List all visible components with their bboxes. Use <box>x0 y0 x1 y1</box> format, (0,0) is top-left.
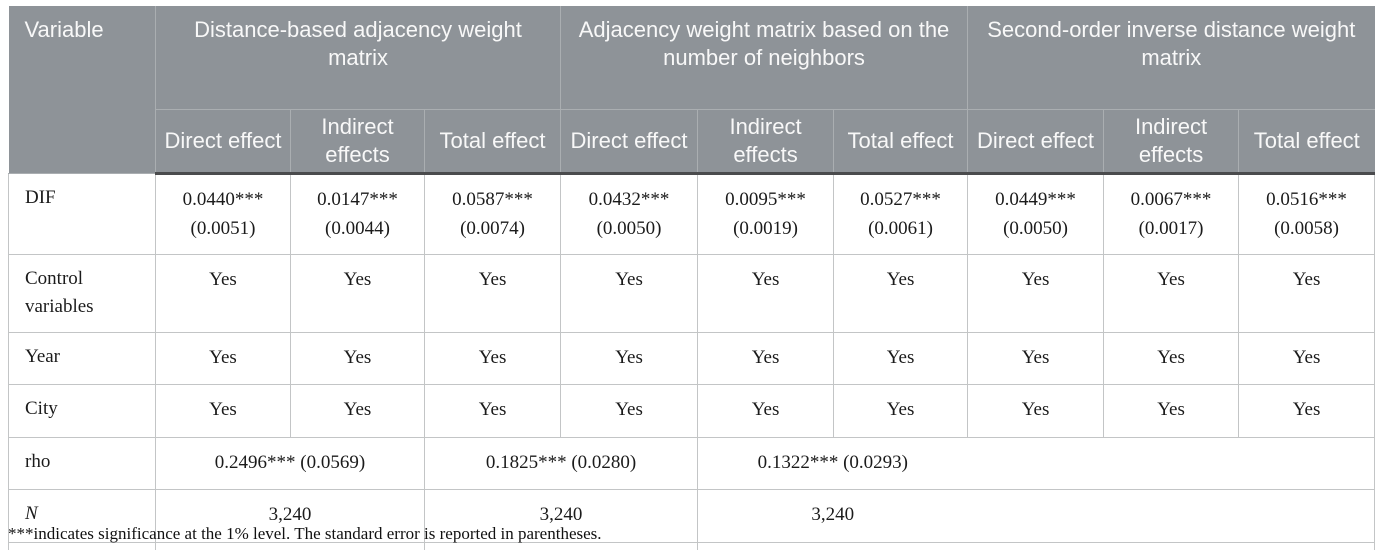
se-value: (0.0044) <box>325 218 390 239</box>
rho-cell-2: 0.1825*** (0.0280) <box>423 437 699 490</box>
dif-cell-7: 0.0449*** (0.0050) <box>967 173 1105 255</box>
r2-cell-3: 0.9083 <box>697 542 968 550</box>
city-cell-5: Yes <box>697 384 835 438</box>
empty-cell <box>967 542 1376 550</box>
row-label-control-variables: Control variables <box>8 254 156 333</box>
row-label-n: N <box>8 489 156 543</box>
row-label-dif: DIF <box>8 173 156 255</box>
table-footnote: ***indicates significance at the 1% leve… <box>8 524 602 544</box>
significance-stars: *** <box>8 524 34 543</box>
dif-cell-6: 0.0527*** (0.0061) <box>833 173 969 255</box>
subheader-indirect-effects-1: Indirect effects <box>290 109 425 175</box>
city-cell-6: Yes <box>833 384 969 438</box>
year-cell-1: Yes <box>155 332 291 385</box>
header-group-row: Variable Distance-based adjacency weight… <box>8 6 1375 174</box>
dif-cell-8: 0.0067*** (0.0017) <box>1103 173 1240 255</box>
city-cell-2: Yes <box>290 384 425 438</box>
footnote-text: indicates significance at the 1% level. … <box>33 524 602 543</box>
control-cell-8: Yes <box>1103 254 1240 333</box>
dif-cell-2: 0.0147*** (0.0044) <box>290 173 425 255</box>
header-effect-row: Direct effect Indirect effects Total eff… <box>9 109 1375 175</box>
n-cell-2: 3,240 <box>423 489 699 543</box>
control-cell-3: Yes <box>423 254 562 333</box>
row-label-year: Year <box>8 332 156 385</box>
coef-value: 0.0440*** <box>182 189 264 210</box>
se-value: (0.0019) <box>733 218 798 239</box>
subheader-indirect-effects-2: Indirect effects <box>697 109 835 175</box>
se-value: (0.0074) <box>460 218 525 239</box>
dif-cell-5: 0.0095*** (0.0019) <box>697 173 835 255</box>
city-cell-7: Yes <box>967 384 1105 438</box>
control-cell-7: Yes <box>967 254 1105 333</box>
subheader-total-effect-2: Total effect <box>833 109 969 175</box>
city-cell-4: Yes <box>560 384 699 438</box>
variable-column-header: Variable <box>8 6 156 174</box>
table-body: DIF 0.0440*** (0.0051) 0.0147*** (0.0044) … <box>8 173 1376 550</box>
year-cell-3: Yes <box>423 332 562 385</box>
dif-cell-4: 0.0432*** (0.0050) <box>560 173 699 255</box>
table-row-dif: DIF 0.0440*** (0.0051) 0.0147*** (0.0044) … <box>8 173 1376 255</box>
dif-cell-1: 0.0440*** (0.0051) <box>155 173 291 255</box>
subheader-direct-effect-1: Direct effect <box>155 109 291 175</box>
rho-cell-1: 0.2496*** (0.0569) <box>155 437 425 490</box>
row-label-rho: rho <box>8 437 156 490</box>
city-cell-8: Yes <box>1103 384 1240 438</box>
city-cell-3: Yes <box>423 384 562 438</box>
control-cell-9: Yes <box>1238 254 1376 333</box>
coef-value: 0.0095*** <box>725 189 806 210</box>
rho-cell-3: 0.1322*** (0.0293) <box>697 437 968 490</box>
empty-cell <box>967 437 1376 490</box>
control-cell-5: Yes <box>697 254 835 333</box>
coef-value: 0.0067*** <box>1130 189 1212 210</box>
city-cell-9: Yes <box>1238 384 1376 438</box>
table-row-n: N 3,240 3,240 3,240 <box>8 489 1376 543</box>
subheader-total-effect-1: Total effect <box>423 109 562 175</box>
control-cell-4: Yes <box>560 254 699 333</box>
se-value: (0.0050) <box>1003 218 1068 239</box>
city-cell-1: Yes <box>155 384 291 438</box>
subheader-indirect-effects-3: Indirect effects <box>1103 109 1240 175</box>
empty-cell <box>967 489 1376 543</box>
year-cell-9: Yes <box>1238 332 1376 385</box>
dif-cell-3: 0.0587*** (0.0074) <box>423 173 562 255</box>
se-value: (0.0051) <box>190 218 256 239</box>
coef-value: 0.0147*** <box>317 189 398 210</box>
year-cell-4: Yes <box>560 332 699 385</box>
coef-value: 0.0527*** <box>860 189 941 210</box>
year-cell-6: Yes <box>833 332 969 385</box>
regression-results-table: Variable Distance-based adjacency weight… <box>8 6 1376 550</box>
group-header-distance-based: Distance-based adjacency weight matrix <box>155 6 562 110</box>
row-label-city: City <box>8 384 156 438</box>
r2-cell-2: 0.9037 <box>423 542 699 550</box>
table-row-year: Year Yes Yes Yes Yes Yes Yes Yes Yes Yes <box>8 332 1376 385</box>
dif-cell-9: 0.0516*** (0.0058) <box>1238 173 1376 255</box>
coef-value: 0.0587*** <box>452 189 533 210</box>
coef-value: 0.0432*** <box>588 189 670 210</box>
coef-value: 0.0516*** <box>1266 189 1347 210</box>
group-header-second-order: Second-order inverse distance weight mat… <box>967 6 1375 110</box>
n-cell-3: 3,240 <box>697 489 968 543</box>
coef-value: 0.0449*** <box>995 189 1076 210</box>
se-value: (0.0017) <box>1138 218 1204 239</box>
control-cell-6: Yes <box>833 254 969 333</box>
year-cell-5: Yes <box>697 332 835 385</box>
table-row-control-variables: Control variables Yes Yes Yes Yes Yes Ye… <box>8 254 1376 333</box>
se-value: (0.0058) <box>1274 218 1339 239</box>
year-cell-2: Yes <box>290 332 425 385</box>
control-cell-1: Yes <box>155 254 291 333</box>
subheader-direct-effect-3: Direct effect <box>967 109 1105 175</box>
control-cell-2: Yes <box>290 254 425 333</box>
subheader-direct-effect-2: Direct effect <box>560 109 699 175</box>
se-value: (0.0050) <box>596 218 662 239</box>
table-row-rho: rho 0.2496*** (0.0569) 0.1825*** (0.0280… <box>8 437 1376 490</box>
se-value: (0.0061) <box>868 218 933 239</box>
subheader-total-effect-3: Total effect <box>1238 109 1375 175</box>
group-header-neighbors: Adjacency weight matrix based on the num… <box>560 6 969 110</box>
table-row-city: City Yes Yes Yes Yes Yes Yes Yes Yes Yes <box>8 384 1376 438</box>
table-row-r-squared: R2 0.9102 0.9037 0.9083 <box>8 542 1376 550</box>
year-cell-8: Yes <box>1103 332 1240 385</box>
table-header: Variable Distance-based adjacency weight… <box>8 6 1375 175</box>
year-cell-7: Yes <box>967 332 1105 385</box>
